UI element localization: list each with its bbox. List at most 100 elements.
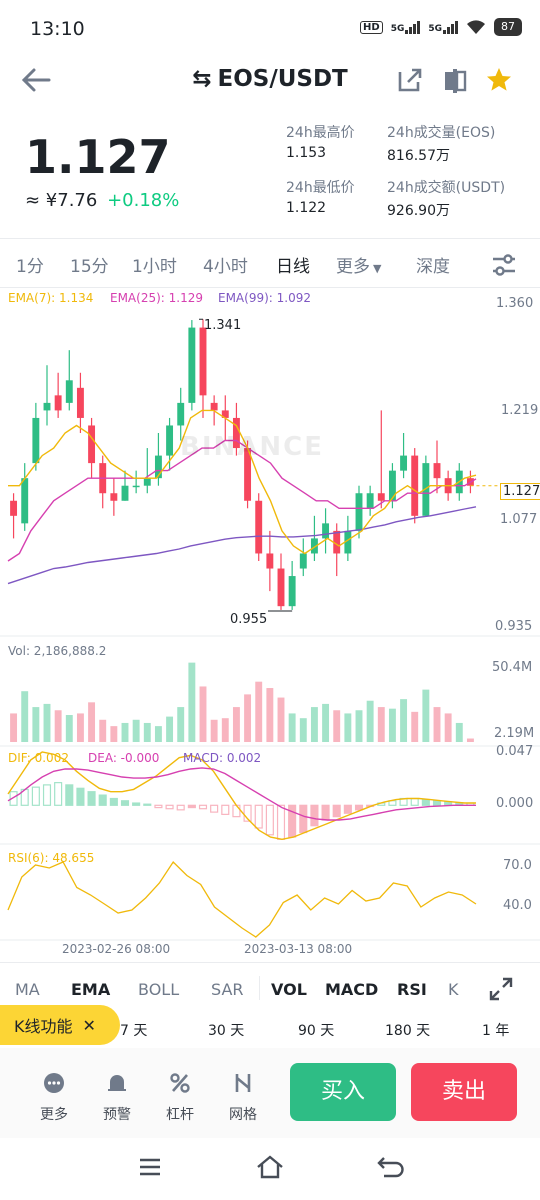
system-nav-bar <box>0 1150 540 1190</box>
volume-bar <box>21 691 29 742</box>
macd-histogram-bar <box>132 802 141 806</box>
volume-bar <box>377 707 385 742</box>
menu-icon[interactable] <box>138 1156 162 1178</box>
favorite-star-icon[interactable] <box>485 66 513 94</box>
action-margin[interactable]: 杠杆 <box>152 1072 208 1124</box>
period-7d[interactable]: 7 天 <box>120 1023 148 1039</box>
macd-histogram-bar <box>187 804 196 809</box>
volume-bar <box>199 686 207 742</box>
action-grid[interactable]: 网格 <box>215 1072 271 1124</box>
candle-body <box>166 425 174 456</box>
macd-histogram-bar <box>310 804 319 827</box>
volume-bar <box>422 689 430 742</box>
macd-histogram-bar <box>176 804 185 811</box>
action-more-label: 更多 <box>40 1107 68 1123</box>
vol-axis-bottom: 2.19M <box>494 726 535 741</box>
ema99-line <box>7 506 477 585</box>
action-alert[interactable]: 预警 <box>89 1072 145 1124</box>
amount-value: 926.90万 <box>387 203 450 219</box>
tab-1m[interactable]: 1分 <box>16 257 44 277</box>
tab-depth[interactable]: 深度 <box>416 257 450 277</box>
dea-legend: DEA: -0.000 <box>88 751 160 765</box>
macd-histogram-bar <box>165 804 174 810</box>
swap-icon: ⇆ <box>192 66 212 92</box>
layout-icon[interactable] <box>441 66 469 94</box>
more-dots-icon <box>44 1073 64 1093</box>
macd-histogram-bar <box>410 797 419 806</box>
indicator-vol[interactable]: VOL <box>271 980 307 999</box>
macd-histogram-bar <box>120 800 130 806</box>
sell-button[interactable]: 卖出 <box>411 1063 517 1121</box>
volume-bar <box>177 707 185 742</box>
volume-bar <box>166 716 174 742</box>
period-90d[interactable]: 90 天 <box>298 1023 335 1039</box>
status-time: 13:10 <box>30 18 85 40</box>
candle-body <box>377 493 385 501</box>
tab-1h[interactable]: 1小时 <box>132 257 177 277</box>
back-arrow-icon[interactable] <box>20 66 52 94</box>
tab-more[interactable]: 更多 ▼ <box>336 252 381 277</box>
indicator-macd[interactable]: MACD <box>325 980 379 999</box>
signal-icon: 5G <box>391 20 421 34</box>
macd-histogram-bar <box>221 804 230 815</box>
candle-body <box>154 455 162 479</box>
candle-body <box>244 448 252 501</box>
period-180d[interactable]: 180 天 <box>385 1023 431 1039</box>
candle-body <box>322 523 330 539</box>
buy-button[interactable]: 买入 <box>290 1063 396 1121</box>
rsi-axis-top: 70.0 <box>503 858 532 873</box>
price-axis-low: 1.077 <box>500 512 538 527</box>
kline-chart[interactable] <box>0 288 540 960</box>
volume-bar <box>266 688 274 742</box>
ema7-legend: EMA(7): 1.134 <box>8 291 94 305</box>
bell-icon <box>108 1075 126 1091</box>
tab-1d[interactable]: 日线 <box>276 257 310 277</box>
close-icon[interactable]: ✕ <box>82 1015 96 1035</box>
indicator-rsi[interactable]: RSI <box>397 980 427 999</box>
indicator-sar[interactable]: SAR <box>211 980 244 999</box>
share-icon[interactable] <box>396 66 424 94</box>
pair-title[interactable]: ⇆ EOS/USDT <box>0 66 540 92</box>
volume-bar <box>121 722 129 742</box>
volume-bar <box>132 719 140 742</box>
macd-histogram-bar <box>299 804 308 834</box>
chart-settings-icon[interactable] <box>490 252 518 278</box>
candle-body <box>110 493 118 501</box>
indicator-boll[interactable]: BOLL <box>138 980 180 999</box>
macd-histogram-bar <box>154 804 163 809</box>
macd-histogram-bar <box>54 782 63 806</box>
sub-price: ≈ ¥7.76 +0.18% <box>25 190 179 211</box>
price-change: +0.18% <box>107 190 180 211</box>
ema25-line <box>7 439 477 562</box>
volume-bar <box>277 697 285 742</box>
candle-body <box>411 455 419 516</box>
macd-axis-zero: 0.000 <box>496 796 534 811</box>
volume-bar <box>366 700 374 742</box>
home-icon[interactable] <box>255 1154 285 1180</box>
tab-4h[interactable]: 4小时 <box>203 257 248 277</box>
high-value: 1.153 <box>286 145 327 161</box>
macd-histogram-bar <box>31 786 40 806</box>
low-value: 1.122 <box>286 200 327 216</box>
period-1y[interactable]: 1 年 <box>482 1023 510 1039</box>
macd-histogram-bar <box>421 799 430 806</box>
macd-histogram-bar <box>265 804 274 836</box>
price-axis-top: 1.360 <box>496 296 534 311</box>
percent-icon <box>170 1073 190 1093</box>
period-30d[interactable]: 30 天 <box>208 1023 245 1039</box>
action-more[interactable]: 更多 <box>26 1072 82 1124</box>
back-nav-icon[interactable] <box>376 1155 404 1179</box>
candle-body <box>121 485 129 501</box>
ema25-legend: EMA(25): 1.129 <box>110 291 203 305</box>
tab-15m[interactable]: 15分 <box>70 257 109 277</box>
macd-histogram-bar <box>332 804 341 818</box>
indicator-ema[interactable]: EMA <box>71 980 111 999</box>
indicator-k[interactable]: K <box>448 980 459 999</box>
price-axis-mid: 1.219 <box>501 403 539 418</box>
indicator-divider <box>259 976 260 1000</box>
k-function-button[interactable]: K线功能 ✕ <box>0 1005 120 1045</box>
macd-histogram-bar <box>243 804 252 822</box>
fullscreen-icon[interactable] <box>488 976 514 1002</box>
candle-body <box>43 402 51 411</box>
indicator-ma[interactable]: MA <box>15 980 40 999</box>
